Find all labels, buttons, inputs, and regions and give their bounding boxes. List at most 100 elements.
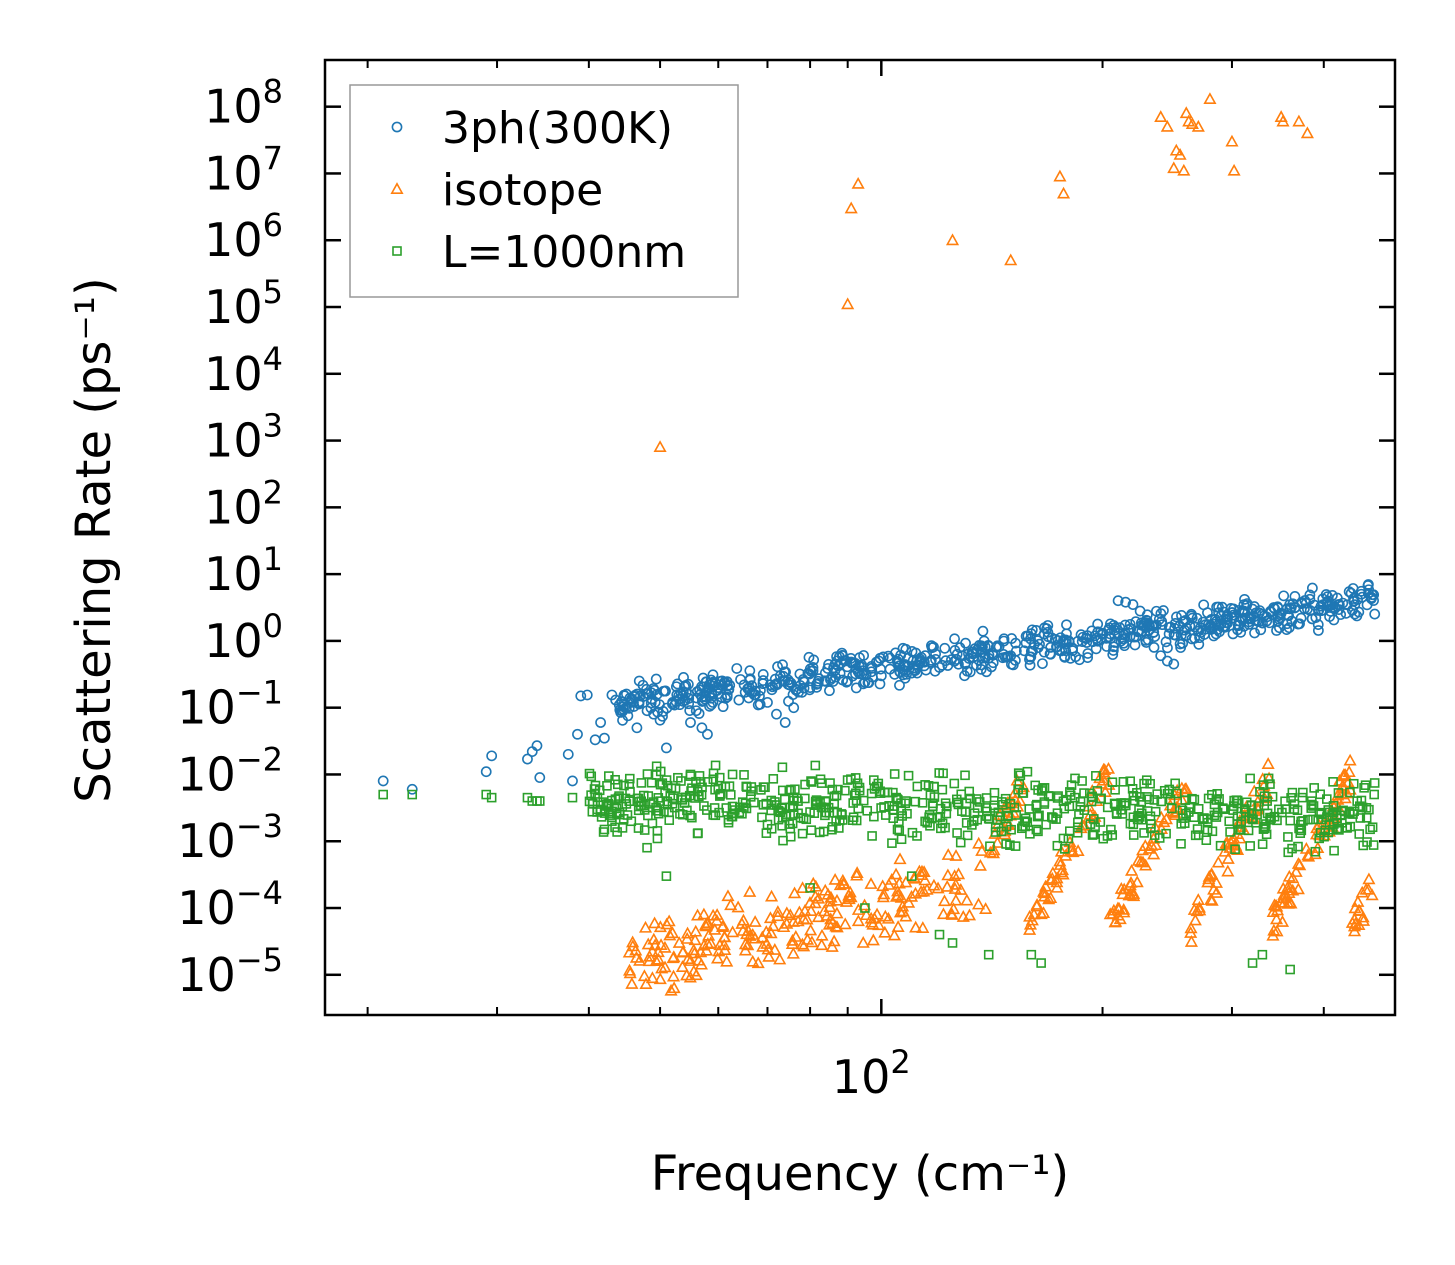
square-marker (784, 819, 794, 829)
legend-box (349, 84, 739, 298)
square-marker (1051, 814, 1061, 824)
circle-marker (1292, 618, 1304, 630)
circle-marker (628, 701, 640, 712)
legend-label-3ph: 3ph(300K) (442, 103, 673, 154)
triangle-marker (710, 951, 725, 964)
square-marker (1133, 810, 1143, 821)
triangle-marker (1125, 863, 1139, 876)
square-marker (902, 808, 912, 819)
square-marker (766, 805, 776, 816)
y-tick-label: 10−3 (177, 807, 283, 868)
triangle-marker (948, 882, 962, 894)
square-marker (1257, 949, 1268, 960)
circle-marker (659, 685, 671, 697)
triangle-marker (1225, 134, 1239, 147)
circle-marker (866, 666, 877, 678)
square-marker (1165, 794, 1176, 805)
triangle-marker (821, 887, 835, 900)
circle-marker (710, 677, 721, 689)
triangle-marker (990, 836, 1004, 848)
square-marker (1013, 784, 1023, 795)
circle-marker (648, 683, 659, 694)
triangle-marker (1056, 186, 1071, 199)
triangle-marker (676, 945, 690, 958)
circle-marker (890, 647, 901, 659)
circle-marker (865, 661, 877, 672)
circle-marker (1232, 624, 1244, 636)
square-marker (816, 802, 827, 812)
circle-marker (963, 648, 974, 660)
square-marker (1167, 803, 1177, 814)
triangle-marker (1361, 882, 1375, 895)
square-marker (829, 791, 840, 802)
triangle-marker (941, 848, 955, 860)
triangle-marker (1300, 126, 1314, 139)
triangle-marker (876, 890, 890, 903)
triangle-marker (687, 964, 701, 977)
square-marker (797, 828, 808, 839)
triangle-marker (1204, 893, 1218, 905)
circle-marker (910, 647, 922, 659)
circle-marker (788, 702, 800, 714)
square-marker (910, 796, 921, 807)
circle-marker (1147, 620, 1159, 632)
circle-marker (1205, 620, 1217, 631)
circle-marker (1218, 621, 1229, 632)
triangle-marker (1266, 905, 1280, 918)
circle-marker (960, 637, 971, 649)
square-marker (693, 828, 703, 838)
square-marker (1334, 825, 1344, 835)
triangle-marker (878, 925, 892, 938)
circle-marker (531, 740, 543, 752)
circle-marker (618, 689, 630, 701)
square-marker (953, 799, 964, 810)
square-marker (1109, 798, 1120, 809)
square-marker (1265, 812, 1275, 823)
triangle-marker (1054, 844, 1068, 857)
square-marker (1176, 839, 1186, 849)
circle-marker (1331, 592, 1343, 604)
circle-marker (942, 660, 954, 671)
square-marker (567, 792, 578, 803)
square-marker (624, 779, 635, 789)
triangle-marker (691, 908, 705, 921)
square-marker (1010, 841, 1021, 851)
square-marker (940, 798, 951, 808)
circle-marker (615, 706, 627, 718)
circle-marker (762, 696, 773, 708)
triangle-marker (791, 914, 805, 927)
circle-marker (1310, 612, 1322, 623)
triangle-marker (1231, 843, 1245, 855)
triangle-marker (1227, 163, 1241, 176)
square-marker (912, 781, 923, 792)
circle-marker (1109, 622, 1121, 634)
triangle-marker (1030, 899, 1044, 912)
circle-marker (1155, 608, 1167, 620)
triangle-marker (1270, 924, 1284, 937)
square-marker (1036, 958, 1046, 968)
square-marker (879, 787, 890, 798)
circle-marker (735, 674, 746, 685)
square-marker (1360, 780, 1371, 790)
circle-marker (1239, 593, 1250, 605)
triangle-marker (1093, 771, 1107, 784)
triangle-marker (649, 954, 663, 967)
circle-marker (1133, 625, 1145, 637)
square-marker (665, 790, 676, 801)
triangle-marker (653, 440, 667, 452)
triangle-marker (1179, 106, 1193, 119)
triangle-marker (1184, 935, 1198, 947)
square-marker (1349, 806, 1359, 817)
square-marker (1369, 778, 1380, 788)
data-layer (377, 92, 1381, 996)
circle-marker (1090, 643, 1102, 655)
square-marker (603, 771, 614, 781)
square-marker (1075, 796, 1086, 807)
circle-marker (406, 783, 418, 795)
triangle-marker (645, 971, 659, 984)
square-marker (1354, 829, 1365, 839)
circle-marker (704, 679, 716, 691)
square-marker (592, 804, 603, 815)
triangle-marker (662, 914, 676, 927)
triangle-marker (878, 909, 892, 922)
